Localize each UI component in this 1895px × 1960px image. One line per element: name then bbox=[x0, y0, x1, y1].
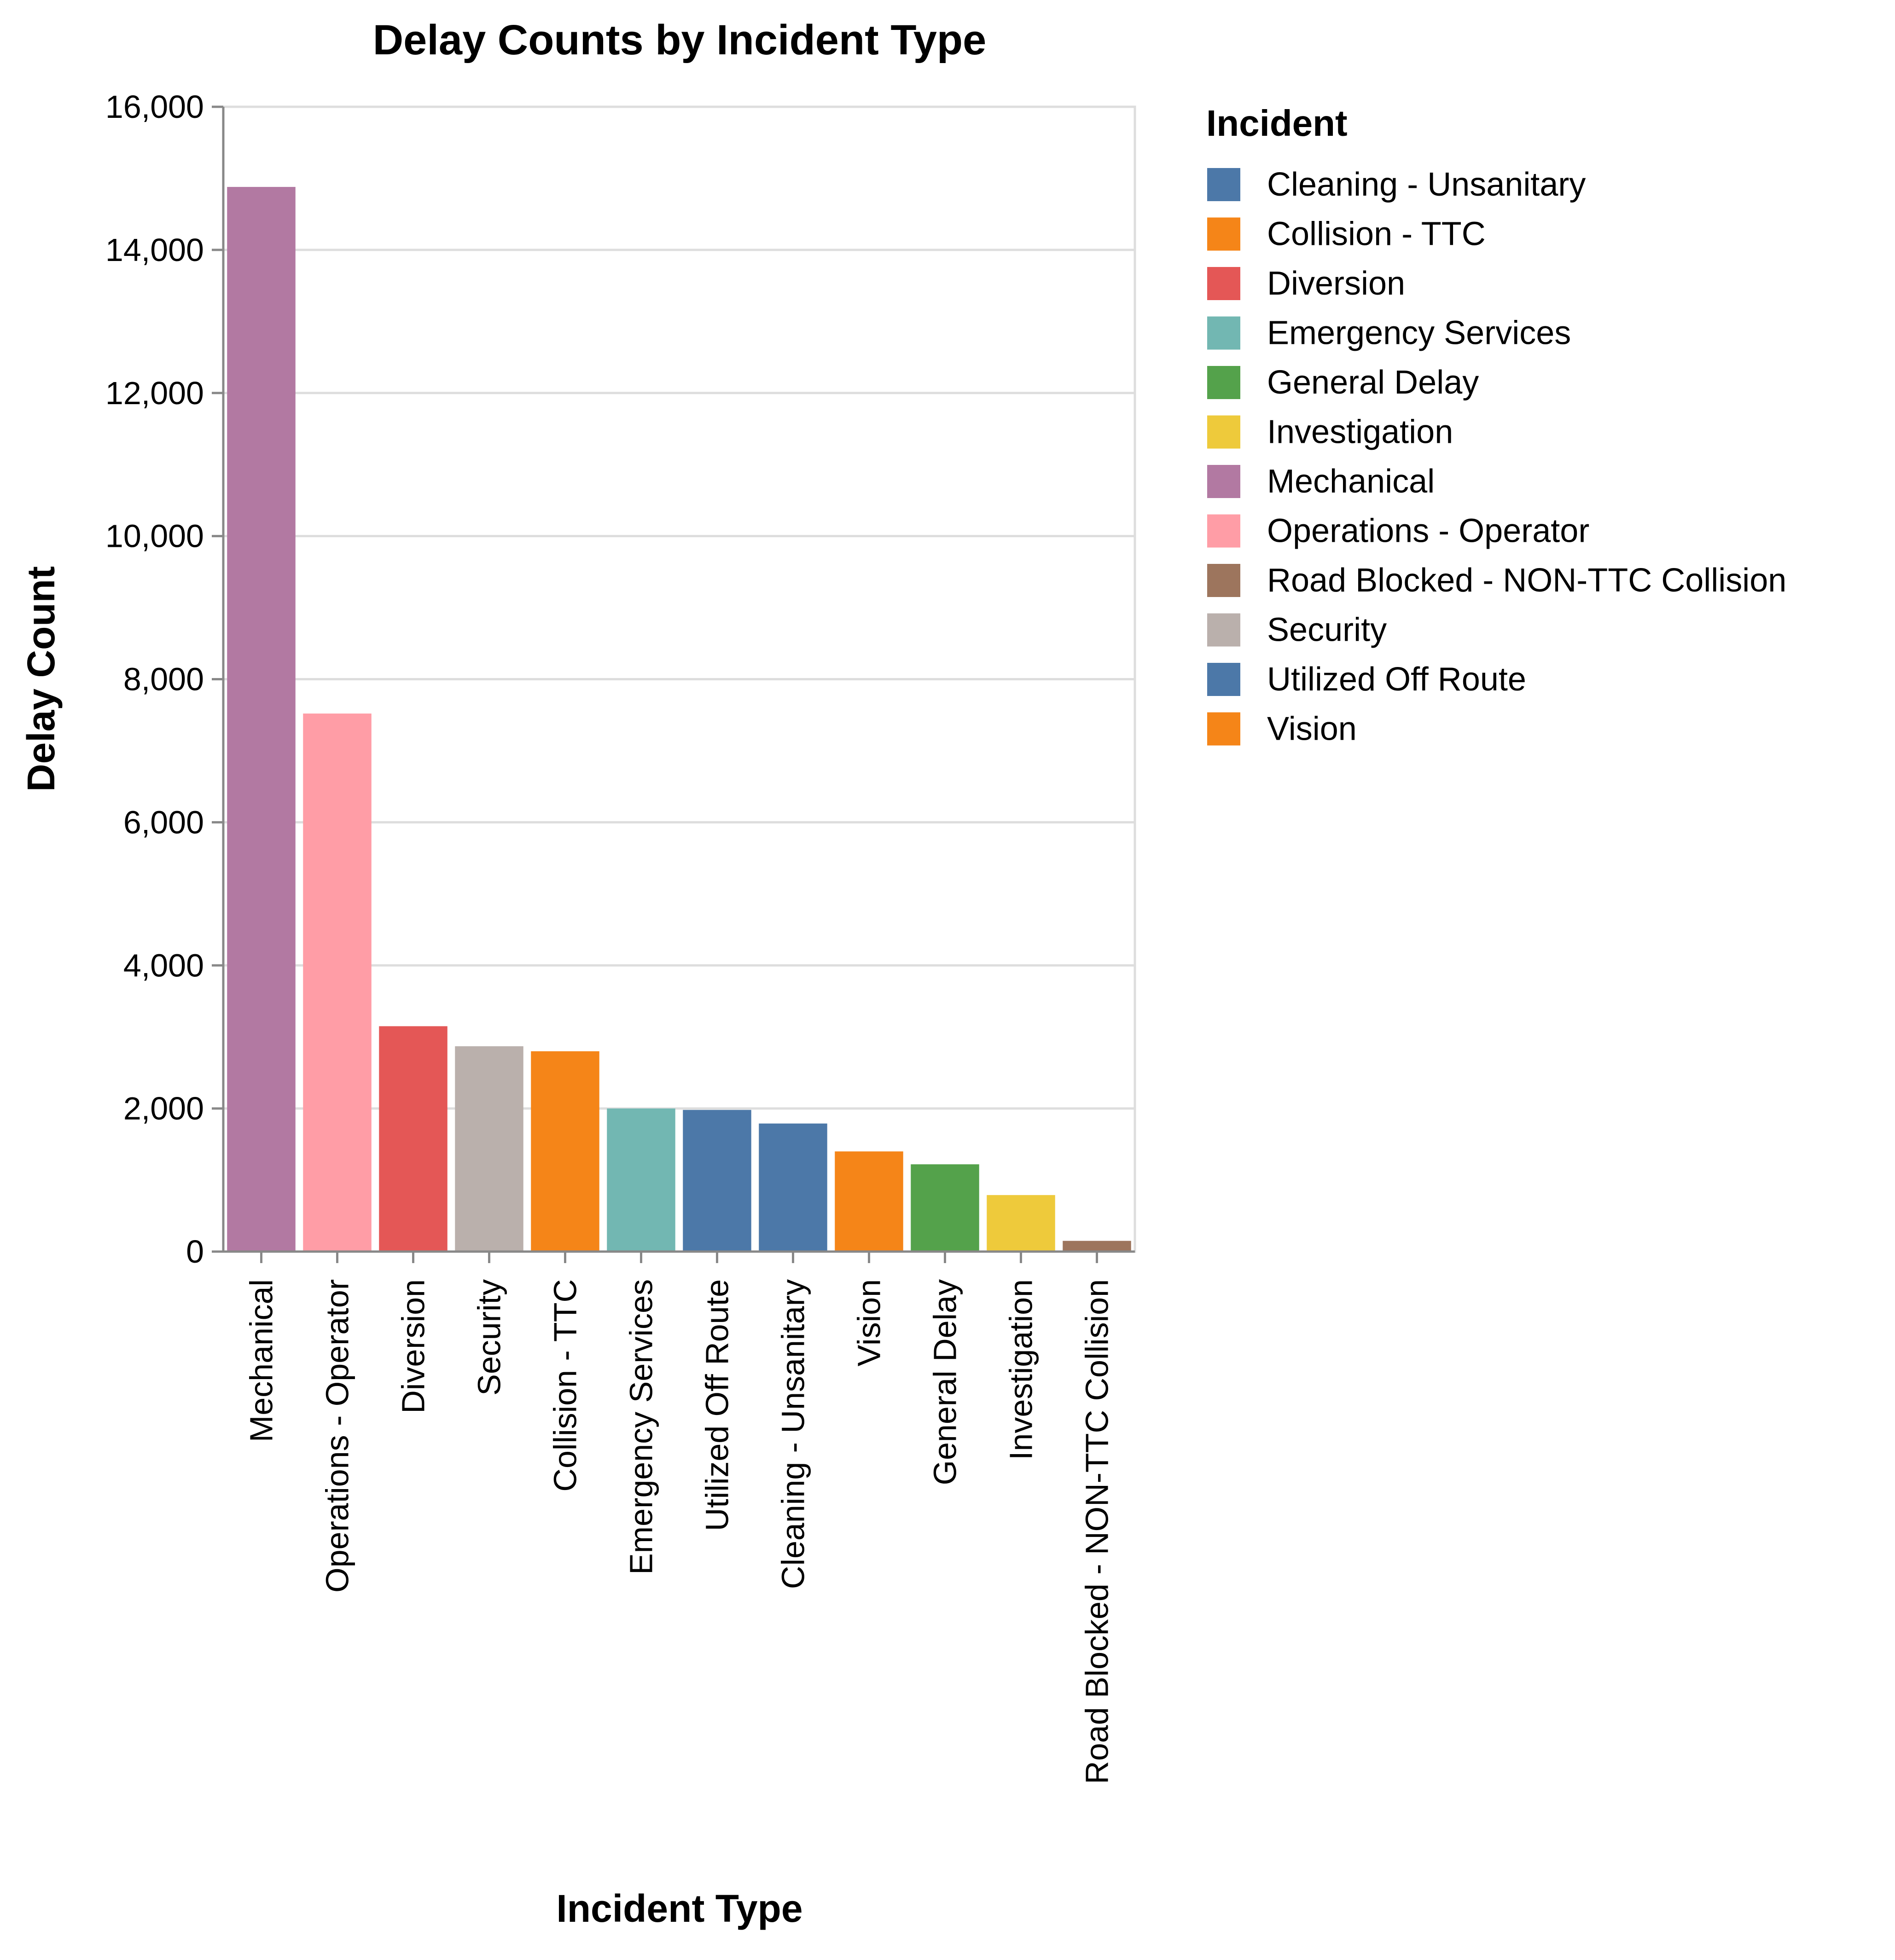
bar-11 bbox=[987, 1195, 1055, 1252]
bar-1 bbox=[227, 187, 296, 1252]
legend-swatch-5 bbox=[1207, 366, 1240, 399]
y-tick-label-6: 12,000 bbox=[105, 375, 204, 411]
legend-swatch-1 bbox=[1207, 168, 1240, 201]
legend-label-11: Utilized Off Route bbox=[1267, 661, 1526, 698]
legend: Incident Cleaning - Unsanitary Collision … bbox=[1206, 103, 1786, 748]
y-tick-label-1: 2,000 bbox=[123, 1090, 204, 1126]
legend-swatch-8 bbox=[1207, 514, 1240, 548]
x-tick-label-11: Investigation bbox=[1003, 1279, 1039, 1460]
x-tick-label-7: Utilized Off Route bbox=[699, 1279, 735, 1531]
x-axis-title: Incident Type bbox=[556, 1887, 802, 1930]
legend-entries: Cleaning - Unsanitary Collision - TTC Dive… bbox=[1207, 166, 1786, 748]
legend-swatch-12 bbox=[1207, 712, 1240, 746]
y-tick-label-0: 0 bbox=[186, 1234, 204, 1270]
bar-7 bbox=[683, 1110, 751, 1252]
legend-label-9: Road Blocked - NON-TTC Collision bbox=[1267, 562, 1786, 599]
x-tick-label-2: Operations - Operator bbox=[320, 1279, 355, 1593]
legend-label-5: General Delay bbox=[1267, 364, 1479, 401]
y-tick-label-8: 16,000 bbox=[105, 89, 204, 125]
legend-swatch-2 bbox=[1207, 217, 1240, 251]
y-tick-label-2: 4,000 bbox=[123, 947, 204, 983]
x-tick-label-12: Road Blocked - NON-TTC Collision bbox=[1079, 1279, 1115, 1784]
x-tick-label-4: Security bbox=[471, 1279, 507, 1396]
legend-label-6: Investigation bbox=[1267, 414, 1453, 451]
y-axis-title: Delay Count bbox=[19, 566, 63, 792]
legend-swatch-4 bbox=[1207, 316, 1240, 350]
bar-5 bbox=[531, 1051, 599, 1252]
x-tick-label-5: Collision - TTC bbox=[547, 1279, 583, 1492]
legend-swatch-10 bbox=[1207, 613, 1240, 647]
y-axis: 0 2,000 4,000 6,000 8,000 10,000 12,000 14,000 1… bbox=[105, 89, 225, 1270]
legend-label-2: Collision - TTC bbox=[1267, 216, 1486, 253]
x-tick-label-8: Cleaning - Unsanitary bbox=[775, 1279, 811, 1589]
x-axis: Mechanical Operations - Operator Diversion… bbox=[223, 1250, 1135, 1784]
x-tick-label-3: Diversion bbox=[395, 1279, 431, 1414]
y-tick-label-4: 8,000 bbox=[123, 661, 204, 697]
bar-4 bbox=[455, 1046, 523, 1252]
y-tick-label-3: 6,000 bbox=[123, 804, 204, 840]
x-tick-label-6: Emergency Services bbox=[623, 1279, 659, 1575]
bar-3 bbox=[379, 1026, 448, 1252]
legend-label-4: Emergency Services bbox=[1267, 315, 1571, 352]
legend-label-12: Vision bbox=[1267, 711, 1357, 748]
legend-label-10: Security bbox=[1267, 612, 1387, 649]
bar-9 bbox=[835, 1151, 903, 1252]
legend-swatch-3 bbox=[1207, 267, 1240, 300]
bar-12 bbox=[1063, 1241, 1131, 1252]
legend-swatch-9 bbox=[1207, 564, 1240, 597]
chart-title: Delay Counts by Incident Type bbox=[373, 17, 987, 64]
legend-swatch-6 bbox=[1207, 415, 1240, 449]
legend-swatch-11 bbox=[1207, 663, 1240, 696]
y-tick-label-5: 10,000 bbox=[105, 518, 204, 554]
legend-title: Incident bbox=[1206, 103, 1348, 144]
legend-label-3: Diversion bbox=[1267, 265, 1405, 302]
legend-label-8: Operations - Operator bbox=[1267, 513, 1589, 550]
x-tick-label-9: Vision bbox=[851, 1279, 887, 1366]
bars bbox=[227, 187, 1131, 1252]
bar-2 bbox=[303, 713, 372, 1252]
legend-label-7: Mechanical bbox=[1267, 463, 1435, 500]
legend-swatch-7 bbox=[1207, 465, 1240, 498]
bar-8 bbox=[759, 1123, 827, 1252]
bar-6 bbox=[607, 1108, 675, 1252]
bar-10 bbox=[911, 1164, 979, 1252]
y-tick-label-7: 14,000 bbox=[105, 232, 204, 268]
x-tick-label-10: General Delay bbox=[927, 1279, 963, 1485]
legend-label-1: Cleaning - Unsanitary bbox=[1267, 166, 1586, 203]
x-tick-label-1: Mechanical bbox=[244, 1279, 279, 1442]
